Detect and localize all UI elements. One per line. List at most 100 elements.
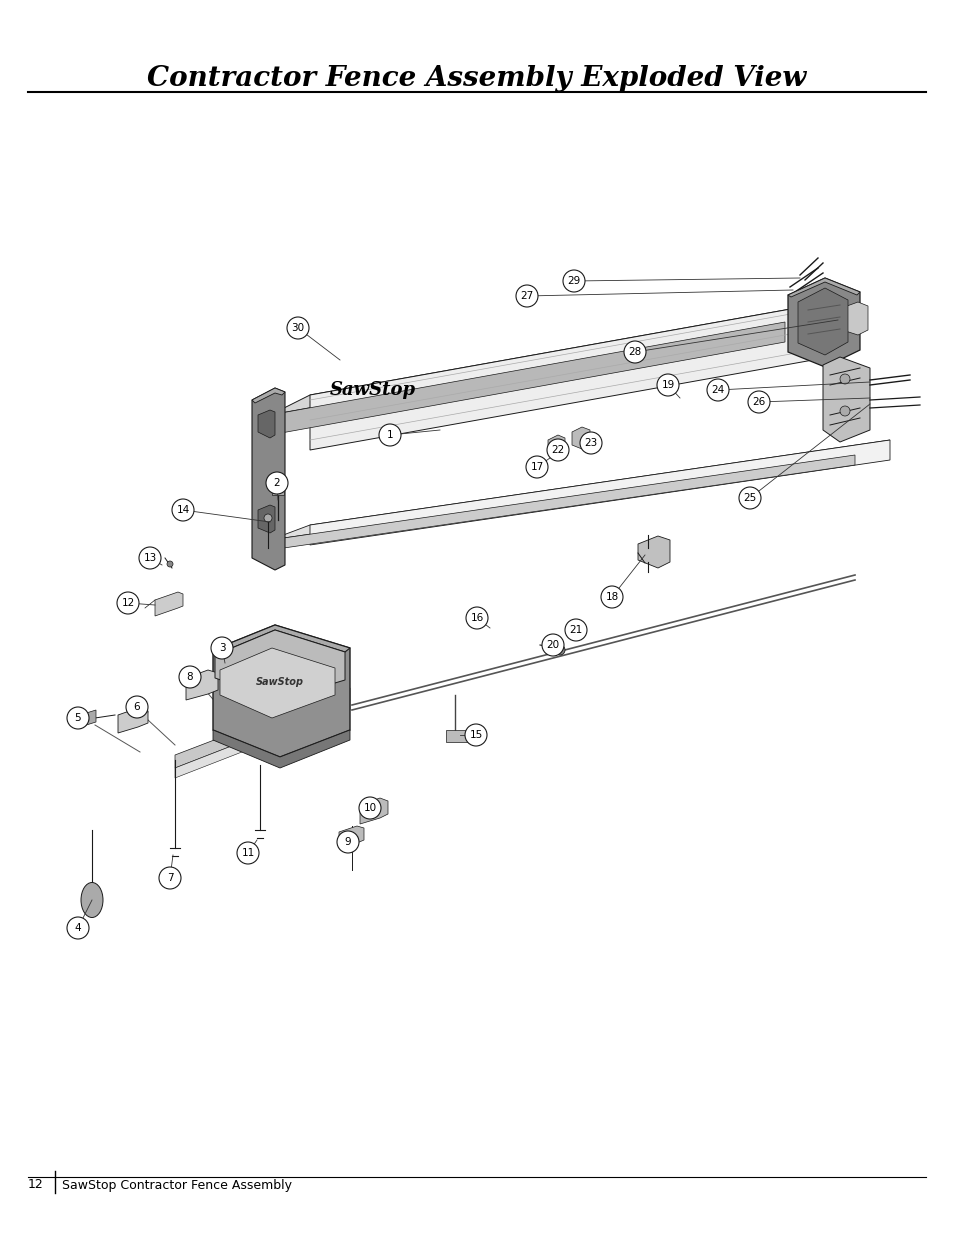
Polygon shape (270, 454, 854, 550)
Text: Contractor Fence Assembly Exploded View: Contractor Fence Assembly Exploded View (147, 64, 806, 91)
Polygon shape (270, 322, 784, 435)
Circle shape (358, 797, 380, 819)
Circle shape (516, 285, 537, 308)
Circle shape (840, 406, 849, 416)
Circle shape (555, 645, 564, 655)
Circle shape (747, 391, 769, 412)
Text: 6: 6 (133, 701, 140, 713)
Polygon shape (174, 688, 350, 768)
Text: 24: 24 (711, 385, 724, 395)
Text: 2: 2 (274, 478, 280, 488)
Polygon shape (310, 440, 889, 545)
Text: 3: 3 (218, 643, 225, 653)
Circle shape (840, 374, 849, 384)
Circle shape (465, 606, 488, 629)
Polygon shape (252, 388, 285, 571)
Circle shape (179, 666, 201, 688)
Polygon shape (822, 357, 869, 442)
Circle shape (739, 487, 760, 509)
Text: 1: 1 (386, 430, 393, 440)
Circle shape (117, 592, 139, 614)
Polygon shape (797, 288, 847, 354)
Polygon shape (270, 305, 812, 415)
Polygon shape (359, 798, 388, 824)
Text: 8: 8 (187, 672, 193, 682)
Text: SawStop Contractor Fence Assembly: SawStop Contractor Fence Assembly (62, 1178, 292, 1192)
Circle shape (266, 472, 288, 494)
Circle shape (623, 341, 645, 363)
Text: 29: 29 (567, 275, 580, 287)
Polygon shape (270, 440, 889, 540)
Polygon shape (446, 730, 468, 742)
Polygon shape (213, 625, 350, 757)
Circle shape (541, 634, 563, 656)
Text: 19: 19 (660, 380, 674, 390)
Circle shape (67, 918, 89, 939)
Circle shape (600, 585, 622, 608)
Text: 18: 18 (605, 592, 618, 601)
Circle shape (139, 547, 161, 569)
Polygon shape (186, 671, 218, 700)
Polygon shape (260, 408, 270, 435)
Polygon shape (272, 485, 284, 495)
Circle shape (564, 619, 586, 641)
Polygon shape (257, 505, 274, 534)
Text: SawStop: SawStop (255, 677, 304, 687)
Text: 16: 16 (470, 613, 483, 622)
Text: 23: 23 (584, 438, 597, 448)
Text: 14: 14 (176, 505, 190, 515)
Circle shape (264, 514, 272, 522)
Circle shape (159, 867, 181, 889)
Polygon shape (80, 710, 96, 727)
Polygon shape (174, 700, 350, 778)
Circle shape (525, 456, 547, 478)
Circle shape (562, 270, 584, 291)
Text: 25: 25 (742, 493, 756, 503)
Text: 27: 27 (519, 291, 533, 301)
Text: 4: 4 (74, 923, 81, 932)
Polygon shape (638, 536, 669, 568)
Text: 22: 22 (551, 445, 564, 454)
Polygon shape (214, 630, 345, 700)
Circle shape (287, 317, 309, 338)
Circle shape (211, 637, 233, 659)
Polygon shape (154, 592, 183, 616)
Text: 11: 11 (241, 848, 254, 858)
Ellipse shape (81, 883, 103, 918)
Polygon shape (547, 435, 564, 454)
Text: 26: 26 (752, 396, 765, 408)
Circle shape (67, 706, 89, 729)
Circle shape (576, 631, 583, 638)
Polygon shape (338, 826, 364, 848)
Text: SawStop: SawStop (330, 382, 416, 399)
Polygon shape (118, 708, 148, 734)
Circle shape (706, 379, 728, 401)
Polygon shape (835, 303, 867, 335)
Polygon shape (252, 388, 285, 403)
Circle shape (126, 697, 148, 718)
Circle shape (579, 432, 601, 454)
Circle shape (336, 831, 358, 853)
Text: 17: 17 (530, 462, 543, 472)
Text: 15: 15 (469, 730, 482, 740)
Text: 5: 5 (74, 713, 81, 722)
Circle shape (274, 479, 282, 487)
Text: 13: 13 (143, 553, 156, 563)
Polygon shape (213, 625, 350, 655)
Circle shape (657, 374, 679, 396)
Circle shape (464, 724, 486, 746)
Text: 10: 10 (363, 803, 376, 813)
Polygon shape (572, 427, 589, 450)
Circle shape (167, 561, 172, 567)
Circle shape (378, 424, 400, 446)
Text: 28: 28 (628, 347, 641, 357)
Polygon shape (220, 648, 335, 718)
Text: 12: 12 (28, 1178, 44, 1192)
Text: 21: 21 (569, 625, 582, 635)
Polygon shape (257, 410, 274, 438)
Text: 7: 7 (167, 873, 173, 883)
Text: 12: 12 (121, 598, 134, 608)
Polygon shape (787, 278, 859, 367)
Polygon shape (787, 278, 859, 296)
Circle shape (172, 499, 193, 521)
